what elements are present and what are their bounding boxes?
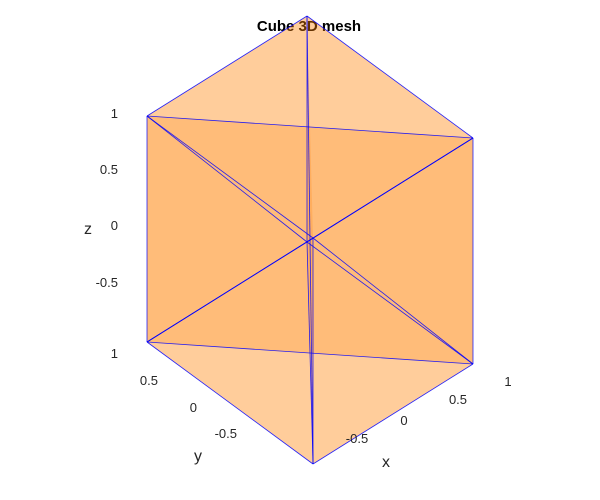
mesh-edge-13 bbox=[146, 115, 308, 243]
mesh-edges bbox=[146, 15, 474, 465]
mesh-edge-1 bbox=[306, 241, 474, 365]
mesh-edge-10 bbox=[146, 115, 314, 239]
x-tick-1: 1 bbox=[504, 374, 511, 389]
mesh-face-2 bbox=[147, 116, 307, 342]
z-axis-label: z bbox=[84, 221, 92, 238]
mesh-face-0 bbox=[307, 138, 473, 364]
mesh-edge-21 bbox=[146, 137, 474, 343]
mesh-edge-7 bbox=[312, 363, 474, 465]
y-axis-label: y bbox=[194, 448, 202, 465]
mesh-face-8 bbox=[313, 238, 473, 464]
y-tick-neg0.5: -0.5 bbox=[215, 426, 237, 441]
y-tick-0: 0 bbox=[190, 400, 197, 415]
mesh-face-13 bbox=[307, 16, 313, 242]
mesh-face-7 bbox=[147, 16, 313, 238]
y-tick-0.5: 0.5 bbox=[140, 373, 158, 388]
mesh-edge-8 bbox=[146, 341, 314, 465]
mesh-face-9 bbox=[313, 138, 473, 364]
mesh-face-10 bbox=[147, 238, 313, 464]
x-axis-label: x bbox=[382, 454, 390, 471]
z-tick-1: 1 bbox=[111, 106, 118, 121]
z-tick-0: 0 bbox=[111, 218, 118, 233]
mesh-face-6 bbox=[307, 16, 473, 238]
mesh-face-11 bbox=[147, 116, 313, 342]
z-tick-neg0.5: -0.5 bbox=[96, 275, 118, 290]
mesh-edge-16 bbox=[312, 237, 474, 365]
mesh-edge-19 bbox=[146, 341, 474, 365]
mesh-edge-4 bbox=[146, 15, 308, 117]
z-tick-0.5: 0.5 bbox=[100, 162, 118, 177]
mesh-edge-3 bbox=[306, 15, 474, 139]
x-tick-neg0.5: -0.5 bbox=[346, 431, 368, 446]
y-tick-1: 1 bbox=[111, 346, 118, 361]
mesh-face-3 bbox=[147, 16, 307, 242]
x-tick-0.5: 0.5 bbox=[449, 392, 467, 407]
mesh-face-4 bbox=[307, 242, 473, 464]
mesh-face-5 bbox=[147, 242, 313, 464]
mesh-face-1 bbox=[307, 16, 473, 242]
x-tick-0: 0 bbox=[400, 413, 407, 428]
mesh-edge-18 bbox=[146, 115, 474, 139]
